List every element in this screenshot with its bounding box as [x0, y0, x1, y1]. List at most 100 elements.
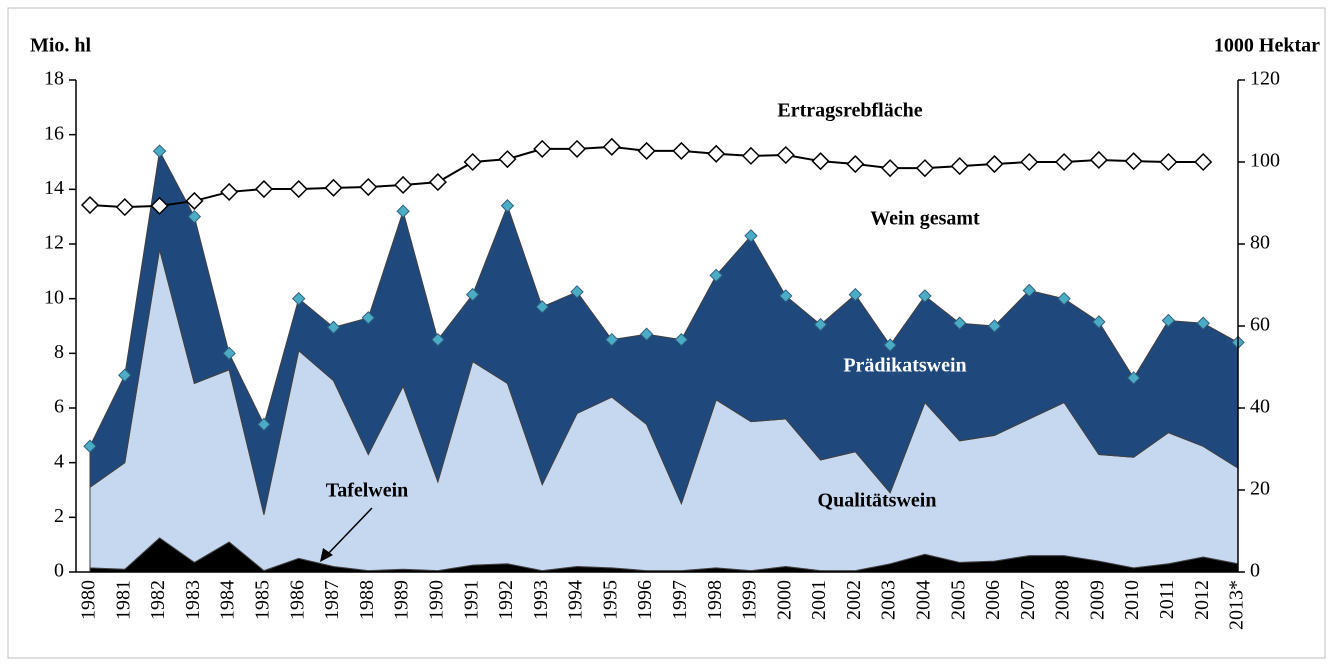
y2-axis-label: 1000 Hektar	[1214, 35, 1320, 57]
x-tick-label: 1988	[356, 580, 378, 620]
total-marker	[1126, 371, 1141, 385]
line-marker	[1089, 150, 1108, 170]
total-marker	[952, 316, 967, 330]
x-tick-label: 1992	[495, 580, 517, 620]
total-marker	[674, 332, 689, 347]
total-marker	[465, 287, 480, 302]
x-tick-label: 1990	[425, 580, 447, 620]
x-tick-label: 1981	[112, 580, 134, 620]
y-tick-label: 16	[44, 122, 64, 144]
x-tick-label: 2006	[982, 580, 1004, 620]
line-marker	[324, 178, 343, 197]
line-marker	[985, 154, 1004, 174]
line-marker	[289, 179, 308, 199]
y-tick-label: 14	[44, 177, 64, 199]
line-marker	[811, 152, 830, 171]
x-tick-label: 1995	[599, 580, 621, 620]
line-marker	[498, 150, 517, 169]
y-tick-label: 6	[54, 396, 64, 418]
x-tick-label: 1983	[182, 580, 204, 620]
total-marker	[813, 317, 828, 332]
x-tick-label: 2003	[878, 580, 900, 620]
x-tick-label: 2010	[1121, 580, 1143, 620]
total-marker	[396, 204, 410, 218]
arrow-head	[320, 548, 333, 562]
series-label: Prädikatswein	[843, 355, 966, 377]
y2-tick-label: 20	[1250, 478, 1270, 500]
line-marker	[881, 159, 900, 178]
total-marker	[1196, 316, 1210, 330]
x-tick-label: 1986	[286, 580, 308, 620]
line-marker	[1054, 152, 1074, 172]
line-marker	[359, 177, 378, 197]
x-tick-label: 1987	[321, 580, 343, 620]
x-tick-label: 1980	[78, 580, 100, 620]
total-marker	[779, 289, 793, 303]
total-marker	[605, 332, 619, 347]
x-tick-label: 2004	[913, 580, 935, 620]
line-marker	[1159, 152, 1178, 172]
plot: Tafelwein Qualitätswein Prädikatswein Ertra…	[44, 68, 1280, 630]
y2-tick-label: 100	[1250, 150, 1280, 172]
line-marker	[1124, 152, 1143, 171]
line-marker	[637, 141, 656, 160]
line-marker	[80, 195, 100, 215]
series-label: Ertragsrebfläche	[777, 100, 922, 122]
total-marker	[1161, 313, 1176, 328]
total-marker	[500, 199, 515, 213]
total-marker	[152, 144, 167, 158]
total-marker	[1092, 315, 1106, 329]
line-marker	[567, 139, 587, 158]
line-marker	[602, 137, 621, 156]
total-marker	[326, 320, 341, 335]
line-marker	[741, 146, 761, 165]
x-tick-label: 1999	[739, 580, 761, 620]
line-marker	[185, 191, 204, 211]
total-marker	[535, 300, 549, 314]
x-tick-label: 2009	[1086, 580, 1108, 620]
line-marker	[672, 141, 691, 160]
x-tick-label: 1993	[530, 580, 552, 620]
y-tick-label: 0	[54, 560, 64, 582]
y-tick-label: 2	[54, 505, 64, 527]
y2-tick-label: 80	[1250, 232, 1270, 254]
y-tick-label: 10	[44, 286, 64, 308]
total-marker	[918, 289, 932, 303]
series-label: Qualitätswein	[818, 490, 937, 512]
line-marker	[394, 175, 413, 195]
x-tick-label: 1985	[252, 580, 274, 620]
x-tick-label: 2002	[843, 580, 865, 620]
total-marker	[361, 311, 376, 325]
total-marker	[187, 209, 202, 224]
line-marker	[254, 179, 274, 199]
line-marker	[915, 159, 934, 178]
y-tick-label: 18	[44, 68, 64, 90]
line-marker	[533, 139, 552, 158]
annotation-arrow	[325, 507, 373, 557]
x-tick-label: 1989	[391, 580, 413, 620]
total-marker	[1022, 283, 1036, 298]
y-tick-label: 12	[44, 232, 64, 254]
total-marker	[118, 368, 132, 382]
line-marker	[463, 152, 482, 172]
x-tick-label: 1997	[669, 580, 691, 620]
x-tick-label: 1991	[460, 580, 482, 620]
x-tick-label: 1982	[147, 580, 169, 620]
total-marker	[570, 285, 584, 299]
line-marker	[115, 198, 134, 217]
y2-tick-label: 60	[1250, 314, 1270, 336]
x-tick-label: 1984	[217, 580, 239, 620]
total-marker	[257, 417, 271, 432]
chart-border	[7, 7, 1326, 659]
total-marker	[292, 291, 306, 306]
total-marker	[83, 439, 97, 453]
total-marker	[639, 327, 654, 341]
x-tick-label: 2005	[947, 580, 969, 620]
y2-tick-label: 0	[1250, 560, 1260, 582]
line-marker	[707, 144, 726, 163]
line-marker	[950, 157, 969, 176]
x-tick-label: 1996	[634, 580, 656, 620]
x-tick-label: 2001	[808, 580, 830, 620]
total-marker	[431, 332, 445, 347]
